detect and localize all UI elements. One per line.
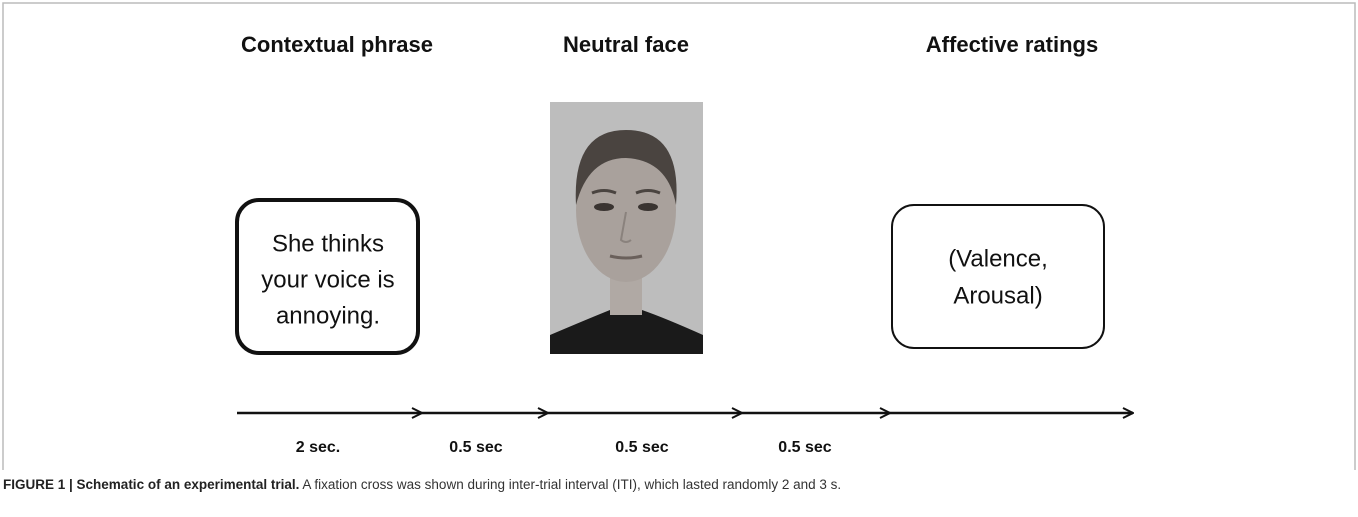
rating-box (891, 204, 1105, 349)
caption-text: A fixation cross was shown during inter-… (299, 477, 841, 492)
stage-title: Neutral face (563, 32, 689, 57)
caption: FIGURE 1 | Schematic of an experimental … (3, 477, 841, 492)
duration-label: 0.5 sec (615, 439, 668, 456)
rating-line: Arousal) (953, 282, 1042, 309)
phrase-line: annoying. (276, 302, 380, 329)
phrase-line: your voice is (261, 266, 394, 293)
stage-title: Affective ratings (926, 32, 1098, 57)
stage-title: Contextual phrase (241, 32, 433, 57)
rating-line: (Valence, (948, 245, 1048, 272)
frame (2, 2, 1356, 470)
duration-label: 0.5 sec (449, 439, 502, 456)
phrase-box (235, 198, 420, 355)
duration-label: 2 sec. (296, 439, 340, 456)
phrase-line: She thinks (272, 230, 384, 257)
caption-label: FIGURE 1 | Schematic of an experimental … (3, 477, 299, 492)
face-image (550, 102, 703, 354)
duration-label: 0.5 sec (778, 439, 831, 456)
